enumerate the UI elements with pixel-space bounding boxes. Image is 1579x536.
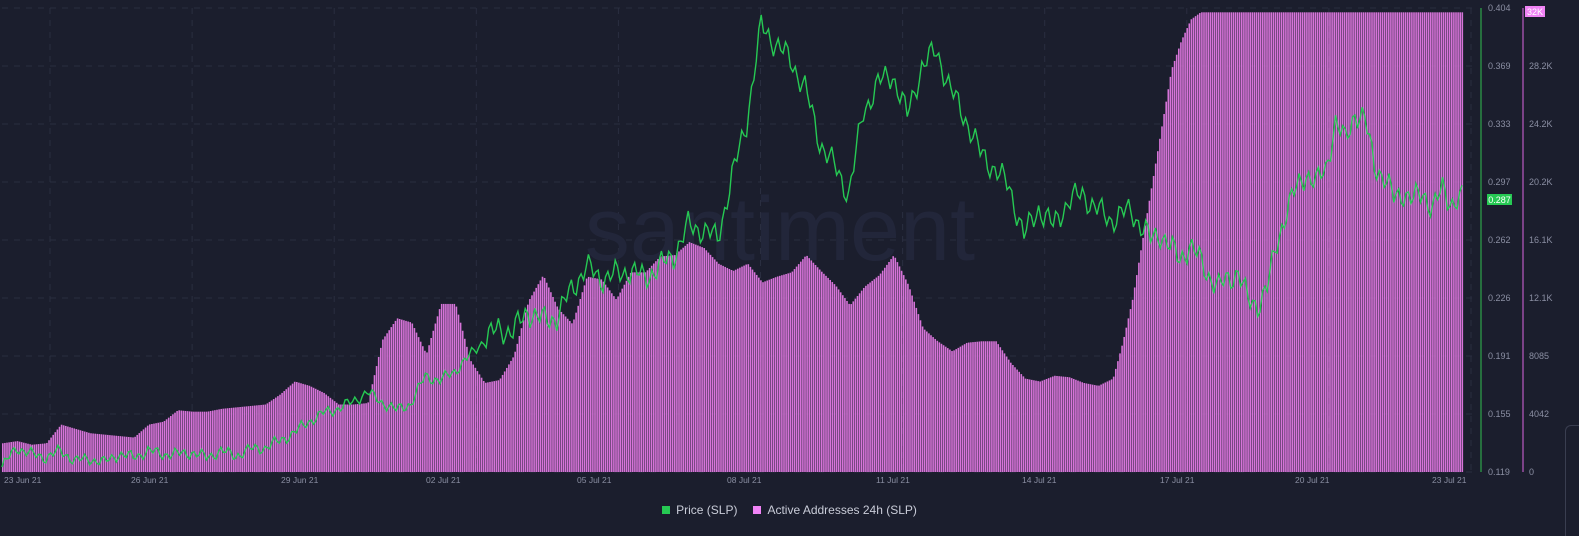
- volume-tick-label: 8085: [1529, 351, 1549, 361]
- price-line: [1, 14, 1463, 468]
- legend-item-price[interactable]: Price (SLP): [662, 503, 737, 517]
- active-addresses-bars: [2, 12, 1464, 473]
- active-addresses-swatch-icon: [753, 506, 762, 514]
- volume-current-badge: 32K: [1525, 6, 1545, 17]
- x-tick-label: 26 Jun 21: [131, 475, 169, 485]
- price-tick-label: 0.369: [1488, 61, 1511, 71]
- x-tick-label: 05 Jul 21: [577, 475, 612, 485]
- combo-chart[interactable]: santiment 0.404 0.369 0.333 0.297 0.262 0.226…: [0, 0, 1579, 500]
- legend-item-active-addresses[interactable]: Active Addresses 24h (SLP): [753, 503, 917, 517]
- x-tick-label: 29 Jun 21: [281, 475, 319, 485]
- volume-tick-label: 20.2K: [1529, 177, 1553, 187]
- price-tick-label: 0.297: [1488, 177, 1511, 187]
- price-tick-label: 0.155: [1488, 409, 1511, 419]
- x-tick-label: 08 Jul 21: [727, 475, 762, 485]
- volume-axis-ticks: 28.2K 24.2K 20.2K 16.1K 12.1K 8085 4042 0: [1529, 61, 1553, 477]
- chart-legend: Price (SLP) Active Addresses 24h (SLP): [0, 503, 1579, 517]
- price-tick-label: 0.262: [1488, 235, 1511, 245]
- x-axis-ticks: 23 Jun 21 26 Jun 21 29 Jun 21 02 Jul 21 05 J…: [4, 475, 1467, 485]
- volume-tick-label: 28.2K: [1529, 61, 1553, 71]
- price-current-value: 0.287: [1488, 195, 1511, 205]
- watermark: santiment: [585, 180, 975, 280]
- volume-tick-label: 16.1K: [1529, 235, 1553, 245]
- volume-current-value: 32K: [1527, 7, 1543, 17]
- side-panel-edge: [1565, 425, 1579, 536]
- price-tick-label: 0.191: [1488, 351, 1511, 361]
- price-tick-label: 0.333: [1488, 119, 1511, 129]
- price-tick-label: 0.119: [1488, 467, 1510, 477]
- volume-tick-label: 24.2K: [1529, 119, 1553, 129]
- price-axis-ticks: 0.404 0.369 0.333 0.297 0.262 0.226 0.191 0.155…: [1488, 3, 1511, 477]
- legend-label-active-addresses: Active Addresses 24h (SLP): [767, 503, 917, 517]
- price-swatch-icon: [662, 506, 671, 514]
- volume-tick-label: 12.1K: [1529, 293, 1553, 303]
- price-tick-label: 0.404: [1488, 3, 1511, 13]
- price-current-badge: 0.287: [1487, 194, 1512, 205]
- x-tick-label: 02 Jul 21: [426, 475, 461, 485]
- x-tick-label: 11 Jul 21: [876, 475, 910, 485]
- x-tick-label: 14 Jul 21: [1022, 475, 1057, 485]
- legend-label-price: Price (SLP): [676, 503, 738, 517]
- x-tick-label: 17 Jul 21: [1160, 475, 1195, 485]
- x-tick-label: 23 Jun 21: [4, 475, 42, 485]
- price-tick-label: 0.226: [1488, 293, 1511, 303]
- x-tick-label: 23 Jul 21: [1432, 475, 1467, 485]
- volume-tick-label: 4042: [1529, 409, 1549, 419]
- x-tick-label: 20 Jul 21: [1295, 475, 1330, 485]
- volume-tick-label: 0: [1529, 467, 1534, 477]
